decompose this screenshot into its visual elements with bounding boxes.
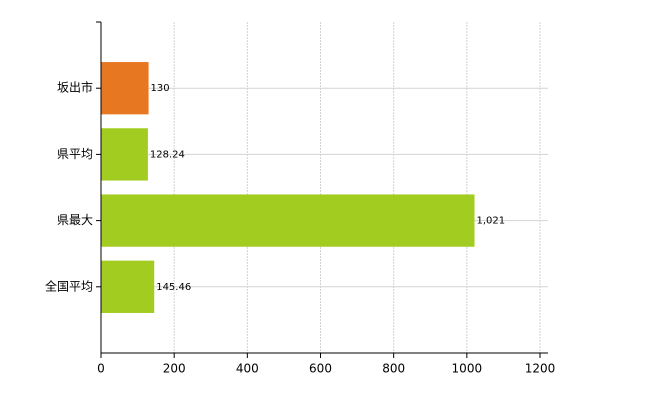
value-label: 128.24 — [150, 149, 185, 160]
x-tick-label: 200 — [163, 362, 186, 376]
value-label: 1,021 — [477, 216, 506, 227]
x-tick-label: 0 — [97, 362, 105, 376]
bar — [101, 62, 149, 115]
bar — [101, 128, 148, 181]
y-tick-label: 坂出市 — [57, 80, 93, 95]
x-tick-label: 600 — [309, 362, 332, 376]
x-tick-label: 1200 — [525, 362, 556, 376]
x-tick-label: 1000 — [452, 362, 483, 376]
y-tick-label: 全国平均 — [45, 278, 93, 293]
y-tick-label: 県平均 — [57, 147, 93, 161]
bar — [101, 260, 155, 313]
x-tick-label: 800 — [382, 362, 405, 376]
value-label: 145.46 — [156, 282, 191, 293]
x-tick-label: 400 — [236, 362, 259, 376]
bar — [101, 194, 475, 247]
value-label: 130 — [151, 83, 170, 94]
y-tick-label: 県最大 — [57, 213, 93, 227]
